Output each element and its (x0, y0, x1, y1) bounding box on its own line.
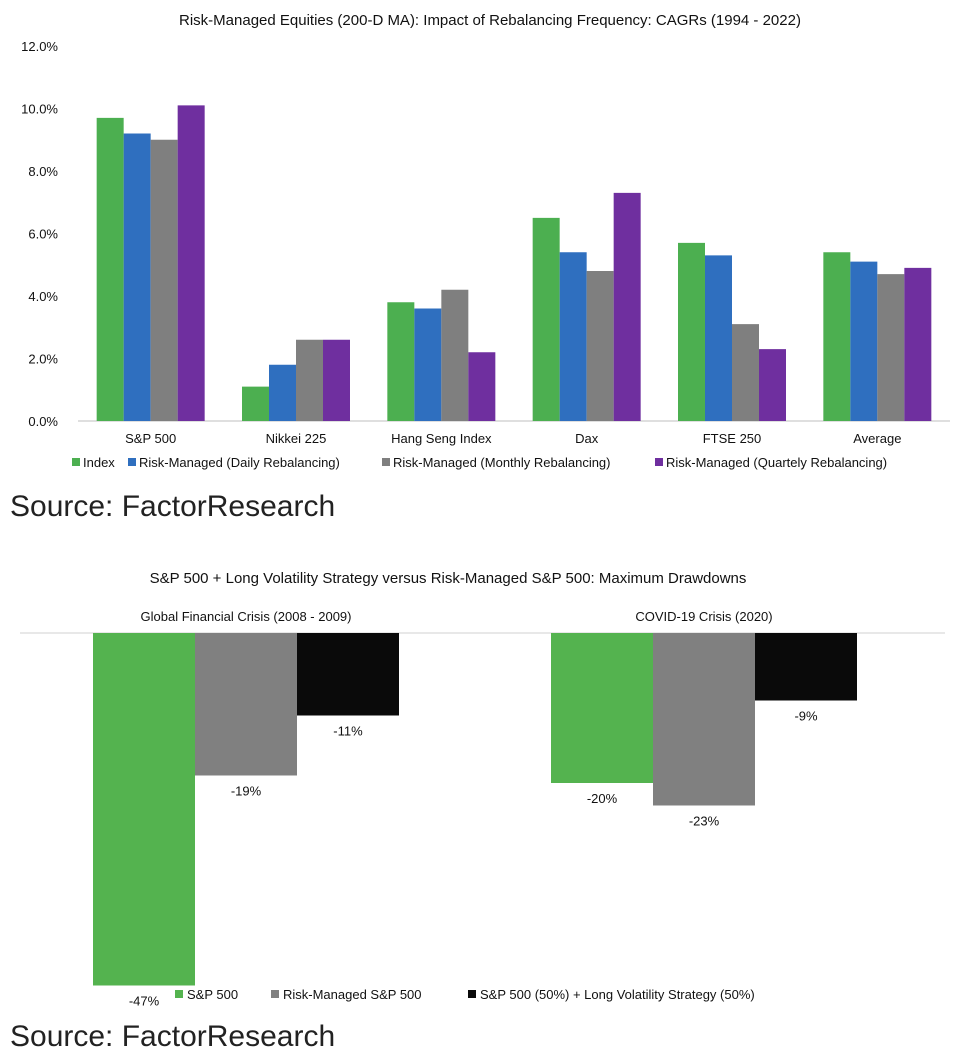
chart2-legend-label: S&P 500 (187, 987, 238, 1002)
chart2-legend-label: S&P 500 (50%) + Long Volatility Strategy… (480, 987, 755, 1002)
chart2-category-label: Global Financial Crisis (2008 - 2009) (141, 609, 352, 624)
chart2-bar (653, 633, 755, 806)
chart1-legend-swatch (382, 458, 390, 466)
chart2-bar (195, 633, 297, 776)
chart1-x-tick-label: S&P 500 (125, 431, 176, 446)
chart1-bar (823, 252, 851, 421)
chart2-legend-swatch (468, 990, 476, 998)
chart1-bar (705, 255, 732, 421)
chart1-y-tick-label: 2.0% (28, 352, 58, 367)
chart2-legend: S&P 500 Risk-Managed S&P 500 S&P 500 (50%)… (175, 987, 755, 1002)
chart2-data-label: -9% (794, 709, 818, 724)
chart1-y-tick-label: 10.0% (21, 102, 58, 117)
chart1-title: Risk-Managed Equities (200-D MA): Impact… (179, 12, 801, 29)
chart1-legend-label: Risk-Managed (Quartely Rebalancing) (666, 455, 887, 470)
chart1-bar (441, 289, 469, 421)
chart1-bar (296, 339, 323, 421)
chart2-legend-swatch (175, 990, 183, 998)
chart1-legend-label: Risk-Managed (Monthly Rebalancing) (393, 455, 611, 470)
chart1-y-tick-label: 12.0% (21, 39, 58, 54)
chart1-bar (877, 274, 905, 421)
chart2-legend-label: Risk-Managed S&P 500 (283, 987, 422, 1002)
chart2-category-label: COVID-19 Crisis (2020) (635, 609, 772, 624)
chart1-y-tick-label: 8.0% (28, 164, 58, 179)
chart2-bar (297, 633, 399, 716)
chart1-legend-swatch (655, 458, 663, 466)
chart2-data-label: -11% (333, 724, 363, 739)
drawdown-bar-chart: S&P 500 + Long Volatility Strategy versu… (20, 570, 945, 1009)
chart1-legend-swatch (72, 458, 80, 466)
source-note-1: Source: FactorResearch (10, 490, 336, 523)
chart1-bar (323, 339, 350, 421)
chart1-x-tick-label: FTSE 250 (703, 431, 762, 446)
chart1-bar (613, 192, 641, 421)
chart2-bar (755, 633, 857, 701)
chart2-data-label: -20% (587, 791, 618, 806)
chart1-y-tick-label: 4.0% (28, 289, 58, 304)
chart1-bar (150, 139, 178, 421)
chart1-x-ticks: S&P 500 Nikkei 225 Hang Seng Index Dax FTSE … (125, 431, 901, 446)
chart2-title: S&P 500 + Long Volatility Strategy versu… (150, 570, 747, 587)
chart1-bar (559, 252, 587, 421)
chart1-y-ticks: 0.0% 2.0% 4.0% 6.0% 8.0% 10.0% 12.0% (21, 39, 58, 429)
chart1-bar (468, 352, 496, 421)
chart1-y-tick-label: 6.0% (28, 227, 58, 242)
chart1-bar (387, 302, 415, 421)
chart2-bar (93, 633, 195, 986)
chart1-bar (732, 324, 759, 421)
chart1-x-tick-label: Hang Seng Index (391, 431, 492, 446)
chart1-bar (759, 349, 786, 421)
chart1-y-tick-label: 0.0% (28, 414, 58, 429)
chart1-x-tick-label: Average (853, 431, 901, 446)
source-note-2: Source: FactorResearch (10, 1020, 336, 1053)
chart2-data-label: -47% (129, 994, 160, 1009)
chart1-bar (904, 267, 932, 421)
chart2-category-labels: Global Financial Crisis (2008 - 2009) COV… (141, 609, 773, 624)
chart1-bar (532, 217, 560, 421)
chart1-bar (850, 261, 878, 421)
chart2-bar (551, 633, 653, 783)
chart1-legend-label: Risk-Managed (Daily Rebalancing) (139, 455, 340, 470)
cagr-bar-chart: Risk-Managed Equities (200-D MA): Impact… (21, 12, 950, 470)
chart1-bar (586, 271, 614, 421)
chart1-bar (177, 105, 205, 421)
chart2-data-label: -19% (231, 784, 262, 799)
chart1-bar (414, 308, 442, 421)
chart1-legend-swatch (128, 458, 136, 466)
chart1-bar (269, 364, 296, 421)
chart1-bar (96, 117, 124, 421)
chart1-x-tick-label: Dax (575, 431, 599, 446)
chart1-bar (242, 386, 269, 421)
chart2-bars: -47% -19% -11% -20% -23% -9% (93, 633, 857, 1009)
chart1-bars (96, 105, 932, 421)
chart1-x-tick-label: Nikkei 225 (266, 431, 327, 446)
chart1-legend-label: Index (83, 455, 115, 470)
chart2-legend-swatch (271, 990, 279, 998)
chart1-bar (678, 242, 705, 421)
chart1-bar (123, 133, 151, 421)
chart1-legend: Index Risk-Managed (Daily Rebalancing) Ris… (72, 455, 887, 470)
chart2-data-label: -23% (689, 814, 720, 829)
